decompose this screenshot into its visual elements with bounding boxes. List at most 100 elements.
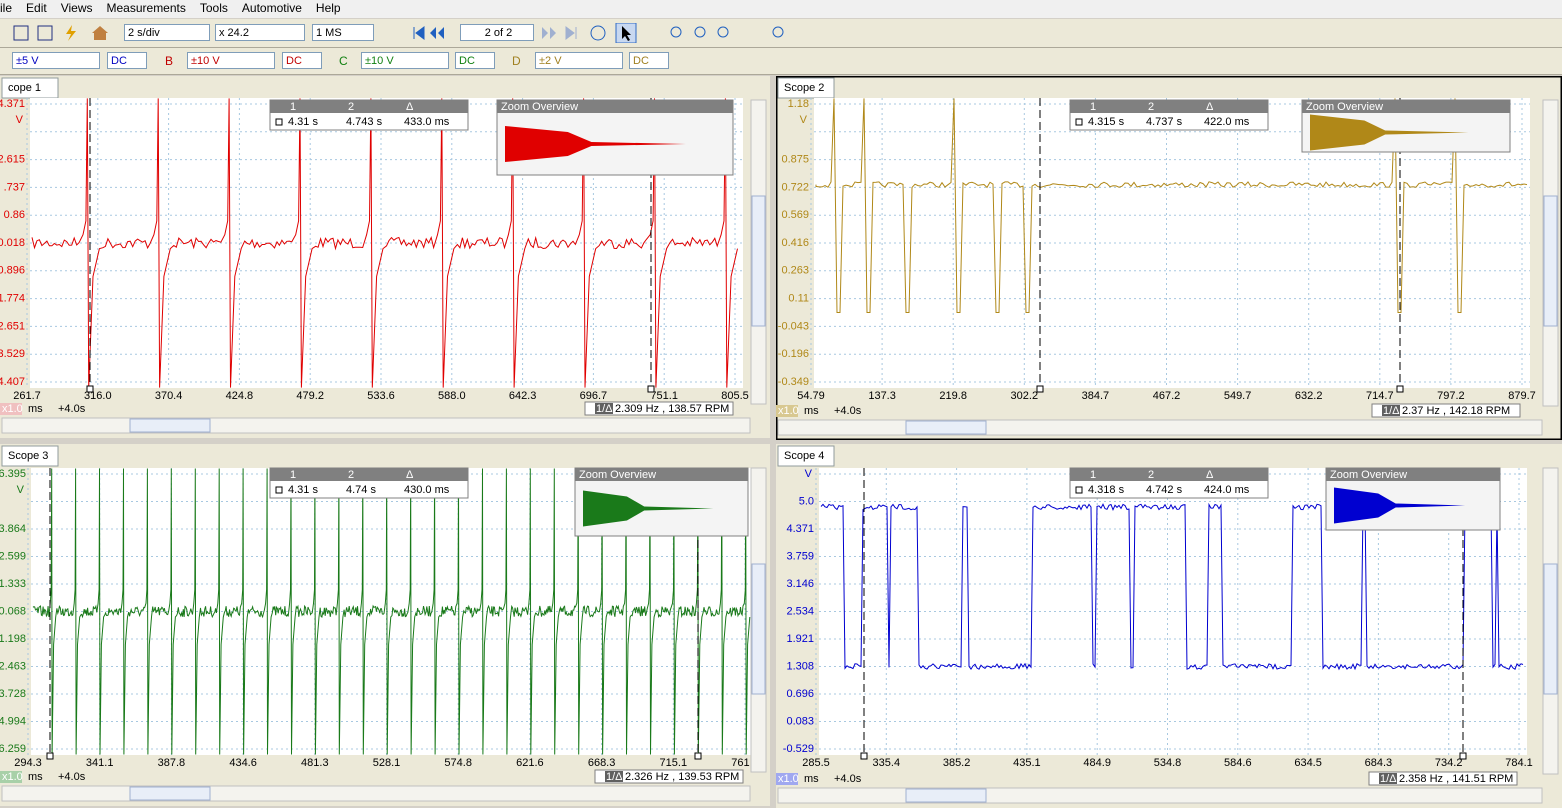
- x-tick-label: 261.7: [13, 390, 41, 402]
- icon[interactable]: [565, 26, 577, 40]
- x-tick-label: 54.79: [797, 390, 825, 402]
- v-scroll-thumb[interactable]: [751, 563, 766, 695]
- freq-icon: 1/Δ: [606, 771, 623, 783]
- ruler-handle[interactable]: [647, 385, 655, 393]
- ruler-header-label: Δ: [1206, 101, 1214, 113]
- page-number[interactable]: 2 of 2: [460, 24, 534, 41]
- x-unit: ms: [804, 405, 819, 417]
- h-scroll-thumb[interactable]: [905, 788, 987, 803]
- y-tick-label: 1.774: [0, 293, 25, 305]
- ruler-header: [1070, 468, 1268, 481]
- ruler-handle[interactable]: [46, 752, 54, 760]
- samples[interactable]: 1 MS: [312, 24, 374, 41]
- ruler-handle[interactable]: [1036, 385, 1044, 393]
- menu-bar: ile Edit Views Measurements Tools Automotive H…: [0, 0, 1562, 18]
- y-tick-label: 0.018: [0, 237, 25, 249]
- tab-title: Scope 2: [784, 82, 824, 94]
- scope-panel: Scope 4 5.0 4.371 3.759 3.146 2.534 1.921 1.308…: [776, 444, 1562, 808]
- tab-title: Scope 3: [8, 450, 48, 462]
- ruler-value: 433.0 ms: [404, 116, 450, 128]
- h-scroll-thumb[interactable]: [129, 418, 211, 433]
- icon[interactable]: [66, 25, 76, 41]
- x-unit: ms: [28, 771, 43, 783]
- y-tick-label: 1.921: [786, 633, 814, 645]
- ruler-value: 4.31 s: [288, 116, 318, 128]
- x-tick-label: 385.2: [943, 757, 971, 769]
- h-scrollbar[interactable]: [1, 785, 751, 802]
- tab[interactable]: [777, 445, 835, 467]
- h-scroll-thumb[interactable]: [129, 786, 211, 801]
- icon[interactable]: [413, 26, 425, 40]
- icon[interactable]: [670, 26, 682, 38]
- x-tick-label: 634.5: [1294, 757, 1322, 769]
- icon[interactable]: [542, 27, 556, 39]
- channel-coupling[interactable]: DC: [282, 52, 322, 69]
- menu-item[interactable]: Views: [60, 1, 93, 15]
- menu-item[interactable]: Measurements: [106, 1, 186, 15]
- menu-item[interactable]: Tools: [199, 1, 228, 15]
- icon[interactable]: [717, 26, 729, 38]
- h-scrollbar[interactable]: [1, 417, 751, 434]
- zoom-title: Zoom Overview: [579, 469, 656, 481]
- icon[interactable]: [37, 25, 53, 41]
- y-tick-label: -0.529: [783, 743, 814, 755]
- channel-coupling[interactable]: DC: [107, 52, 147, 69]
- x-tick-label: 434.6: [229, 757, 257, 769]
- icon[interactable]: [13, 25, 29, 41]
- x-tick-label: 285.5: [802, 757, 830, 769]
- y-tick-label: 4.994: [0, 715, 26, 727]
- h-scroll-thumb[interactable]: [905, 420, 987, 435]
- icon[interactable]: [694, 26, 706, 38]
- y-tick-label: 2.463: [0, 660, 26, 672]
- timebase[interactable]: 2 s/div: [124, 24, 210, 41]
- ruler-header-label: 2: [348, 469, 354, 481]
- ruler-value: 4.315 s: [1088, 116, 1125, 128]
- icon[interactable]: [772, 26, 784, 38]
- h-scrollbar[interactable]: [777, 419, 1543, 436]
- v-scroll-thumb[interactable]: [1543, 195, 1558, 327]
- y-tick-label: .737: [4, 181, 25, 193]
- x-tick-label: 632.2: [1295, 390, 1323, 402]
- channel-bar: ±5 V DC B ±10 V DC C ±10 V DC D ±2 V DC: [0, 48, 1562, 75]
- ruler-handle[interactable]: [860, 752, 868, 760]
- menu-item[interactable]: ile: [0, 1, 13, 15]
- channel-range[interactable]: ±2 V: [535, 52, 623, 69]
- icon[interactable]: [430, 27, 444, 39]
- tab[interactable]: [777, 77, 835, 99]
- channel-coupling[interactable]: DC: [455, 52, 495, 69]
- x-tick-label: 574.8: [444, 757, 472, 769]
- icon[interactable]: [92, 26, 108, 40]
- y-tick-label: 0.896: [0, 265, 25, 277]
- x-tick-label: 528.1: [373, 757, 401, 769]
- ruler-handle[interactable]: [1396, 385, 1404, 393]
- ruler-value: 424.0 ms: [1204, 484, 1250, 496]
- channel-range[interactable]: ±10 V: [361, 52, 449, 69]
- y-tick-label: 6.259: [0, 743, 26, 755]
- zoom-factor[interactable]: x 24.2: [215, 24, 305, 41]
- y-tick-label: 6.395: [0, 468, 26, 480]
- h-scrollbar[interactable]: [777, 787, 1543, 804]
- channel-coupling[interactable]: DC: [629, 52, 669, 69]
- x-tick-label: 805.5: [721, 390, 749, 402]
- menu-item[interactable]: Edit: [26, 1, 47, 15]
- ruler-icon: [275, 486, 283, 494]
- menu-item[interactable]: Automotive: [241, 1, 302, 15]
- menu-item[interactable]: Help: [315, 1, 341, 15]
- ruler-header-label: 1: [290, 101, 296, 113]
- channel-range[interactable]: ±10 V: [187, 52, 275, 69]
- v-scroll-thumb[interactable]: [1543, 563, 1558, 695]
- ruler-handle[interactable]: [86, 385, 94, 393]
- ruler-handle[interactable]: [694, 752, 702, 760]
- y-tick-label: 5.0: [799, 495, 814, 507]
- tab[interactable]: [1, 445, 59, 467]
- y-tick-label: 3.529: [0, 348, 25, 360]
- ruler-value: 4.318 s: [1088, 484, 1125, 496]
- channel-range[interactable]: ±5 V: [12, 52, 100, 69]
- zoom-trace: [505, 126, 686, 162]
- icon[interactable]: [622, 26, 631, 41]
- x-tick-label: 797.2: [1437, 390, 1465, 402]
- icon[interactable]: [590, 25, 606, 41]
- ruler-handle[interactable]: [1459, 752, 1467, 760]
- zoom-title: Zoom Overview: [501, 101, 578, 113]
- v-scroll-thumb[interactable]: [751, 195, 766, 327]
